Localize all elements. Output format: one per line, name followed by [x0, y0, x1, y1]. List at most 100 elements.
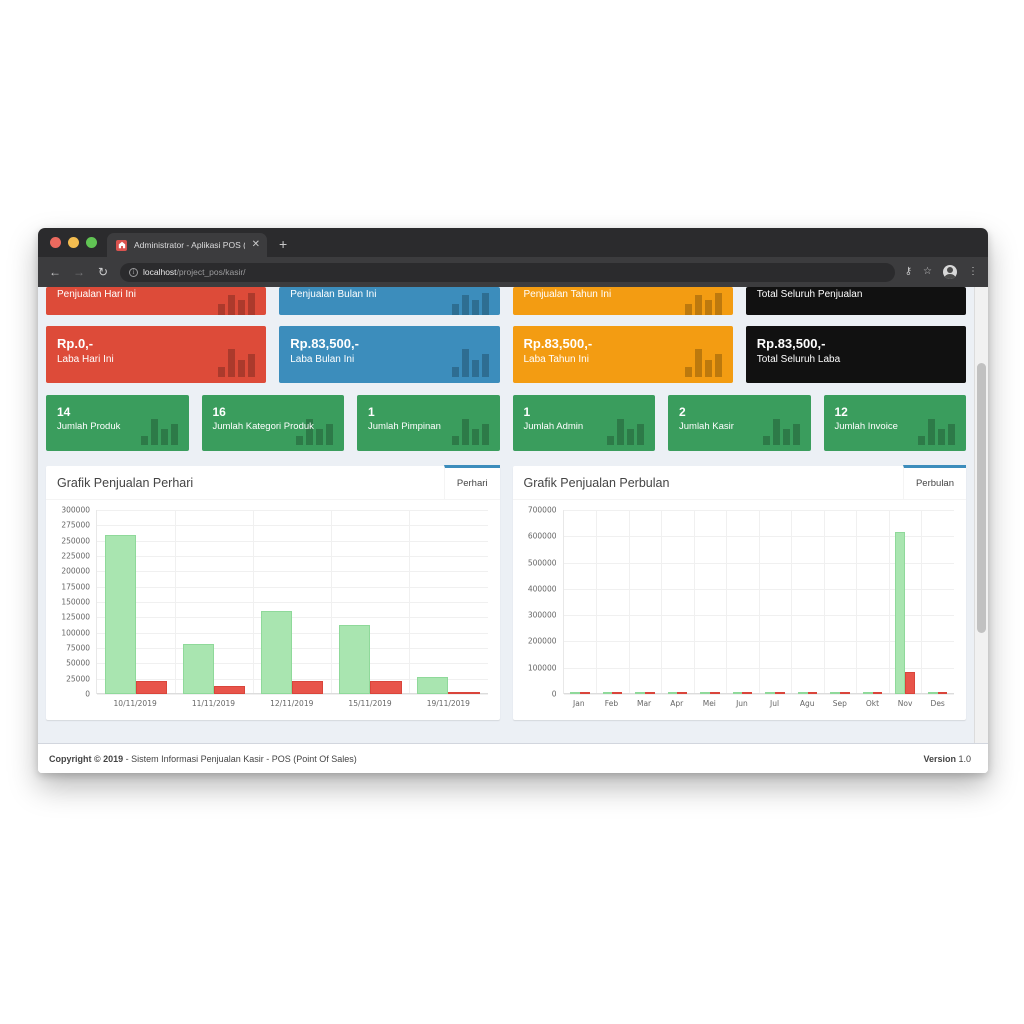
y-tick-label: 150000: [61, 597, 90, 607]
y-tick-label: 100000: [61, 628, 90, 638]
tab-perhari[interactable]: Perhari: [443, 465, 500, 499]
chart-bar: [742, 692, 753, 694]
bookmark-star-icon[interactable]: ☆: [923, 266, 932, 277]
card-penjualan-bulan-ini[interactable]: Penjualan Bulan Ini: [279, 287, 500, 315]
x-tick-label: Okt: [865, 699, 880, 708]
browser-tab-active[interactable]: Administrator - Aplikasi POS (Po ✕: [107, 233, 267, 257]
chart-bar: [732, 692, 743, 694]
y-tick-label: 175000: [61, 582, 90, 592]
browser-menu-icon[interactable]: ⋮: [968, 266, 978, 277]
card-jumlah-pimpinan[interactable]: 1 Jumlah Pimpinan: [357, 395, 500, 451]
window-controls: [38, 237, 97, 257]
page-viewport: Penjualan Hari Ini Penjualan Bulan Ini P…: [38, 287, 988, 773]
gridline: [596, 510, 598, 694]
bar-chart-icon: [684, 293, 722, 315]
card-laba-hari-ini[interactable]: Rp.0,- Laba Hari Ini: [46, 326, 267, 383]
new-tab-icon[interactable]: +: [279, 236, 288, 252]
gridline: [823, 510, 825, 694]
close-window-button[interactable]: [50, 237, 61, 248]
chart-bar: [807, 692, 818, 694]
x-tick-label: Jan: [573, 699, 585, 708]
gridline: [253, 510, 255, 694]
card-laba-tahun-ini[interactable]: Rp.83,500,- Laba Tahun Ini: [512, 326, 733, 383]
forward-icon[interactable]: →: [73, 265, 85, 279]
card-label: Penjualan Bulan Ini: [290, 289, 377, 300]
y-tick-label: 0: [551, 689, 557, 699]
tab-strip: Administrator - Aplikasi POS (Po ✕ +: [107, 233, 297, 257]
scrollbar-thumb[interactable]: [977, 363, 986, 633]
chart-bar: [214, 686, 246, 694]
address-bar[interactable]: i localhost/project_pos/kasir/: [120, 262, 895, 282]
axis-baseline: [563, 693, 954, 694]
sales-summary-row: Penjualan Hari Ini Penjualan Bulan Ini P…: [46, 287, 966, 315]
chart-bar: [862, 692, 873, 694]
reload-icon[interactable]: ↻: [97, 265, 109, 279]
maximize-window-button[interactable]: [86, 237, 97, 248]
footer-copyright: Copyright © 2019 - Sistem Informasi Penj…: [49, 754, 923, 764]
gridline: [97, 571, 488, 573]
chart-bar: [417, 677, 449, 694]
y-tick-label: 600000: [527, 531, 557, 541]
card-total-seluruh-penjualan[interactable]: Total Seluruh Penjualan: [745, 287, 966, 315]
card-label: Laba Hari Ini: [57, 353, 114, 365]
y-tick-label: 125000: [61, 612, 90, 622]
plot-area: [96, 510, 488, 695]
profile-avatar-icon[interactable]: [943, 265, 957, 279]
password-key-icon[interactable]: ⚷: [904, 266, 913, 277]
chart-bar: [677, 692, 688, 694]
card-penjualan-tahun-ini[interactable]: Penjualan Tahun Ini: [512, 287, 733, 315]
chart-bar: [765, 692, 775, 694]
gridline: [661, 510, 663, 694]
bar-chart-icon: [451, 293, 489, 315]
x-tick-label: 11/11/2019: [191, 699, 236, 708]
monthly-chart-title: Grafik Penjualan Perbulan: [523, 475, 670, 490]
gridline: [563, 694, 954, 695]
card-label: Jumlah Invoice: [834, 421, 898, 433]
chart-bar: [895, 532, 906, 694]
gridline: [97, 648, 488, 649]
chart-bar: [775, 692, 785, 694]
card-value: Rp.83,500,-: [523, 336, 593, 351]
x-tick-label: 19/11/2019: [426, 699, 470, 708]
chart-bar: [579, 692, 590, 694]
card-penjualan-hari-ini[interactable]: Penjualan Hari Ini: [46, 287, 267, 315]
x-tick-label: Feb: [604, 699, 619, 708]
x-tick-label: Mar: [636, 699, 652, 708]
back-icon[interactable]: ←: [49, 265, 61, 279]
daily-chart-body: 0 25000 50000 75000 100000 125000 150000 175000…: [46, 500, 500, 720]
page-scrollbar[interactable]: [974, 287, 988, 773]
card-jumlah-kategori-produk[interactable]: 16 Jumlah Kategori Produk: [201, 395, 344, 451]
tab-perbulan[interactable]: Perbulan: [902, 465, 966, 499]
url-path: /project_pos/kasir/: [176, 267, 246, 277]
y-tick-label: 300000: [61, 505, 90, 515]
card-jumlah-produk[interactable]: 14 Jumlah Produk: [46, 395, 189, 451]
footer-copyright-bold: Copyright © 2019: [49, 753, 124, 764]
chart-bar: [927, 692, 938, 694]
card-jumlah-admin[interactable]: 1 Jumlah Admin: [512, 395, 655, 451]
card-laba-bulan-ini[interactable]: Rp.83,500,- Laba Bulan Ini: [279, 326, 500, 383]
site-info-icon[interactable]: i: [129, 267, 138, 277]
chart-bar: [292, 680, 324, 694]
card-total-seluruh-laba[interactable]: Rp.83,500,- Total Seluruh Laba: [745, 326, 966, 383]
card-jumlah-kasir[interactable]: 2 Jumlah Kasir: [668, 395, 811, 451]
toolbar-icons: ⚷ ☆ ⋮: [905, 265, 978, 279]
card-label: Jumlah Pimpinan: [368, 421, 441, 433]
minimize-window-button[interactable]: [68, 237, 79, 248]
y-tick-label: 400000: [527, 584, 557, 594]
y-tick-label: 100000: [527, 663, 557, 673]
gridline: [97, 678, 488, 680]
x-tick-label: Agu: [799, 699, 815, 708]
charts-row: Grafik Penjualan Perhari Perhari 0 25000 5…: [46, 465, 967, 720]
close-tab-icon[interactable]: ✕: [251, 239, 260, 250]
chart-bar: [182, 644, 215, 694]
bar-chart-icon: [918, 419, 955, 445]
gridline: [409, 510, 411, 694]
monthly-chart-body: 0 100000 200000 300000 400000 500000 600000 700…: [513, 500, 967, 720]
y-tick-label: 250000: [61, 536, 90, 546]
address-bar-url: localhost/project_pos/kasir/: [143, 267, 246, 277]
gridline: [97, 586, 488, 588]
gridline: [791, 510, 793, 694]
y-tick-label: 200000: [527, 636, 557, 646]
card-jumlah-invoice[interactable]: 12 Jumlah Invoice: [823, 395, 966, 451]
card-value: 14: [57, 405, 71, 419]
